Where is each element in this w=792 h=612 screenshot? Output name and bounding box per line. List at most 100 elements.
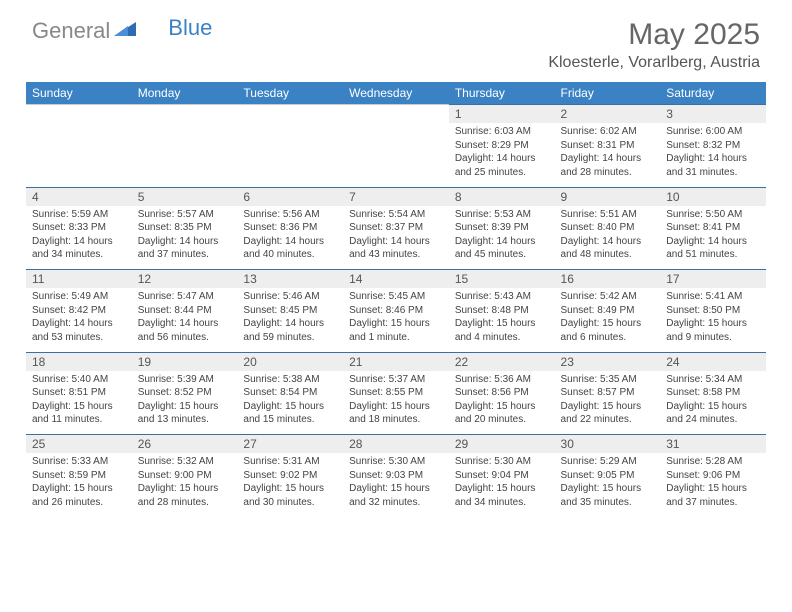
sunrise-text: Sunrise: 5:47 AM [138, 290, 232, 304]
day-number: 18 [26, 352, 132, 371]
daylight-text: Daylight: 15 hours and 13 minutes. [138, 400, 232, 427]
daylight-text: Daylight: 15 hours and 22 minutes. [561, 400, 655, 427]
sunset-text: Sunset: 8:37 PM [349, 221, 443, 235]
col-friday: Friday [555, 82, 661, 105]
day-number: 16 [555, 270, 661, 289]
sunrise-text: Sunrise: 5:40 AM [32, 373, 126, 387]
day-number: 2 [555, 105, 661, 124]
day-number: 12 [132, 270, 238, 289]
day-number: 10 [660, 187, 766, 206]
day-number [237, 105, 343, 124]
sunrise-text: Sunrise: 5:28 AM [666, 455, 760, 469]
header: General Blue May 2025 Kloesterle, Vorarl… [0, 0, 792, 76]
daylight-text: Daylight: 14 hours and 34 minutes. [32, 235, 126, 262]
sunset-text: Sunset: 8:56 PM [455, 386, 549, 400]
day-number: 28 [343, 435, 449, 454]
sunset-text: Sunset: 8:46 PM [349, 304, 443, 318]
sunrise-text: Sunrise: 6:03 AM [455, 125, 549, 139]
sunset-text: Sunset: 8:40 PM [561, 221, 655, 235]
daylight-text: Daylight: 14 hours and 56 minutes. [138, 317, 232, 344]
sunset-text: Sunset: 9:00 PM [138, 469, 232, 483]
daynum-row: 45678910 [26, 187, 766, 206]
day-number: 22 [449, 352, 555, 371]
sunrise-text: Sunrise: 5:57 AM [138, 208, 232, 222]
logo-text-blue: Blue [168, 15, 212, 41]
day-number [343, 105, 449, 124]
day-cell [26, 123, 132, 187]
day-number: 3 [660, 105, 766, 124]
day-cell: Sunrise: 5:51 AMSunset: 8:40 PMDaylight:… [555, 206, 661, 270]
daylight-text: Daylight: 15 hours and 6 minutes. [561, 317, 655, 344]
day-cell: Sunrise: 5:28 AMSunset: 9:06 PMDaylight:… [660, 453, 766, 517]
daynum-row: 18192021222324 [26, 352, 766, 371]
col-wednesday: Wednesday [343, 82, 449, 105]
sunset-text: Sunset: 8:49 PM [561, 304, 655, 318]
daylight-text: Daylight: 14 hours and 59 minutes. [243, 317, 337, 344]
col-thursday: Thursday [449, 82, 555, 105]
day-cell: Sunrise: 5:39 AMSunset: 8:52 PMDaylight:… [132, 371, 238, 435]
daylight-text: Daylight: 15 hours and 18 minutes. [349, 400, 443, 427]
day-number: 15 [449, 270, 555, 289]
day-number: 14 [343, 270, 449, 289]
sunrise-text: Sunrise: 5:54 AM [349, 208, 443, 222]
sunset-text: Sunset: 8:29 PM [455, 139, 549, 153]
sunrise-text: Sunrise: 5:29 AM [561, 455, 655, 469]
daylight-text: Daylight: 15 hours and 15 minutes. [243, 400, 337, 427]
col-saturday: Saturday [660, 82, 766, 105]
sunset-text: Sunset: 8:50 PM [666, 304, 760, 318]
sunset-text: Sunset: 8:39 PM [455, 221, 549, 235]
location-label: Kloesterle, Vorarlberg, Austria [548, 54, 760, 72]
daylight-text: Daylight: 15 hours and 9 minutes. [666, 317, 760, 344]
sunrise-text: Sunrise: 5:46 AM [243, 290, 337, 304]
sunrise-text: Sunrise: 6:02 AM [561, 125, 655, 139]
sunset-text: Sunset: 8:57 PM [561, 386, 655, 400]
day-number: 29 [449, 435, 555, 454]
day-cell: Sunrise: 5:43 AMSunset: 8:48 PMDaylight:… [449, 288, 555, 352]
day-number: 21 [343, 352, 449, 371]
day-number: 26 [132, 435, 238, 454]
sunset-text: Sunset: 9:05 PM [561, 469, 655, 483]
sunset-text: Sunset: 8:42 PM [32, 304, 126, 318]
col-monday: Monday [132, 82, 238, 105]
sunrise-text: Sunrise: 5:50 AM [666, 208, 760, 222]
daynum-row: 25262728293031 [26, 435, 766, 454]
day-cell: Sunrise: 6:03 AMSunset: 8:29 PMDaylight:… [449, 123, 555, 187]
sunrise-text: Sunrise: 5:31 AM [243, 455, 337, 469]
day-cell: Sunrise: 5:53 AMSunset: 8:39 PMDaylight:… [449, 206, 555, 270]
day-cell [132, 123, 238, 187]
day-number: 4 [26, 187, 132, 206]
sunrise-text: Sunrise: 5:41 AM [666, 290, 760, 304]
sunrise-text: Sunrise: 5:30 AM [349, 455, 443, 469]
sunset-text: Sunset: 8:33 PM [32, 221, 126, 235]
col-sunday: Sunday [26, 82, 132, 105]
day-number: 24 [660, 352, 766, 371]
daylight-text: Daylight: 14 hours and 28 minutes. [561, 152, 655, 179]
sunrise-text: Sunrise: 5:49 AM [32, 290, 126, 304]
sunrise-text: Sunrise: 5:43 AM [455, 290, 549, 304]
day-number: 23 [555, 352, 661, 371]
day-number: 17 [660, 270, 766, 289]
sunset-text: Sunset: 8:35 PM [138, 221, 232, 235]
day-cell: Sunrise: 5:31 AMSunset: 9:02 PMDaylight:… [237, 453, 343, 517]
sunset-text: Sunset: 8:45 PM [243, 304, 337, 318]
daynum-row: 123 [26, 105, 766, 124]
sunrise-text: Sunrise: 5:38 AM [243, 373, 337, 387]
day-cell: Sunrise: 6:02 AMSunset: 8:31 PMDaylight:… [555, 123, 661, 187]
sunset-text: Sunset: 8:51 PM [32, 386, 126, 400]
day-cell: Sunrise: 5:33 AMSunset: 8:59 PMDaylight:… [26, 453, 132, 517]
sunset-text: Sunset: 8:31 PM [561, 139, 655, 153]
day-cell: Sunrise: 5:38 AMSunset: 8:54 PMDaylight:… [237, 371, 343, 435]
sunset-text: Sunset: 9:02 PM [243, 469, 337, 483]
day-cell: Sunrise: 5:41 AMSunset: 8:50 PMDaylight:… [660, 288, 766, 352]
day-cell: Sunrise: 5:40 AMSunset: 8:51 PMDaylight:… [26, 371, 132, 435]
sunrise-text: Sunrise: 5:51 AM [561, 208, 655, 222]
daylight-text: Daylight: 14 hours and 31 minutes. [666, 152, 760, 179]
daylight-text: Daylight: 15 hours and 34 minutes. [455, 482, 549, 509]
content-row: Sunrise: 5:33 AMSunset: 8:59 PMDaylight:… [26, 453, 766, 517]
day-number: 27 [237, 435, 343, 454]
content-row: Sunrise: 5:49 AMSunset: 8:42 PM Daylight:… [26, 288, 766, 352]
day-cell: Sunrise: 5:29 AMSunset: 9:05 PMDaylight:… [555, 453, 661, 517]
daylight-text: Daylight: 15 hours and 11 minutes. [32, 400, 126, 427]
sunrise-text: Sunrise: 5:45 AM [349, 290, 443, 304]
daylight-text: Daylight: 14 hours and 25 minutes. [455, 152, 549, 179]
